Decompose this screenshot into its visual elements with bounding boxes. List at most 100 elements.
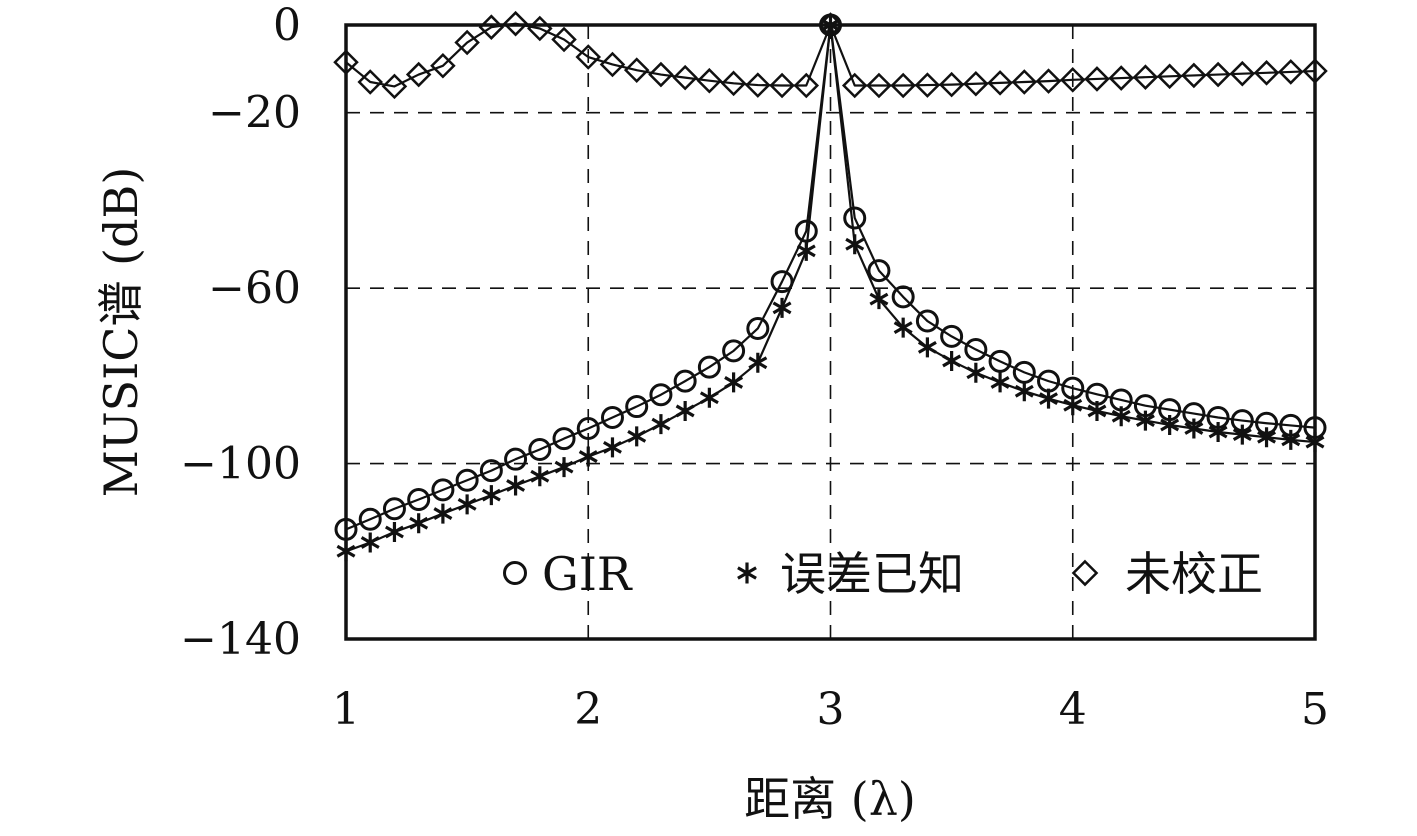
x-tick-label: 3 xyxy=(817,684,845,735)
data-point-error-known xyxy=(409,513,429,534)
data-point-error-known xyxy=(457,494,477,515)
data-point-error-known xyxy=(675,400,695,421)
data-point-uncorrected xyxy=(1084,66,1110,92)
data-point-gir xyxy=(455,468,479,492)
data-point-error-known xyxy=(360,532,380,553)
data-point-gir xyxy=(722,339,746,363)
data-point-error-known xyxy=(845,234,865,255)
data-point-uncorrected xyxy=(381,73,408,100)
data-point-error-known xyxy=(1014,381,1034,402)
data-point-gir xyxy=(576,416,600,440)
data-point-error-known xyxy=(748,352,768,373)
data-point-uncorrected xyxy=(1059,67,1086,93)
data-point-gir xyxy=(479,459,503,483)
data-point-uncorrected xyxy=(648,61,674,88)
data-point-gir xyxy=(867,259,891,283)
data-point-uncorrected xyxy=(623,57,650,83)
plot-frame xyxy=(344,23,1317,641)
y-tick-label: −100 xyxy=(180,439,301,490)
data-point-gir xyxy=(407,488,431,512)
data-point-error-known xyxy=(1135,410,1155,431)
legend-item-error-known: 误差已知 xyxy=(737,547,964,601)
x-tick-label: 5 xyxy=(1301,684,1329,735)
data-point-error-known xyxy=(796,240,816,261)
data-point-error-known xyxy=(1087,400,1107,421)
y-tick-label: −20 xyxy=(208,88,301,139)
data-point-gir xyxy=(915,309,939,333)
data-point-uncorrected xyxy=(1181,62,1207,89)
data-point-uncorrected xyxy=(575,44,602,70)
data-point-error-known xyxy=(651,414,671,435)
data-point-gir xyxy=(673,369,697,393)
data-point-error-known xyxy=(1160,414,1180,435)
data-point-error-known xyxy=(699,387,719,408)
legend: GIR 误差已知 未校正 xyxy=(503,547,1263,601)
data-point-error-known xyxy=(603,437,622,458)
data-point-uncorrected xyxy=(720,70,747,97)
data-point-gir xyxy=(843,206,867,230)
data-point-error-known xyxy=(1232,424,1252,445)
data-point-error-known xyxy=(1281,429,1301,450)
data-point-uncorrected xyxy=(1035,68,1062,94)
data-point-gir xyxy=(358,507,382,531)
data-point-error-known xyxy=(990,372,1010,393)
data-point-gir xyxy=(431,478,455,502)
data-point-gir xyxy=(552,427,576,451)
x-tick-label: 1 xyxy=(332,684,360,735)
series-markers xyxy=(333,10,1328,562)
data-point-uncorrected xyxy=(793,72,820,99)
data-point-gir xyxy=(964,338,988,362)
grid-lines xyxy=(346,25,1315,639)
y-tick-label: −60 xyxy=(208,263,301,314)
data-point-uncorrected xyxy=(890,72,916,99)
x-tick-label: 2 xyxy=(574,684,602,735)
legend-label-gir: GIR xyxy=(542,547,633,601)
data-point-uncorrected xyxy=(745,72,771,98)
data-point-error-known xyxy=(506,475,526,496)
y-tick-label: 0 xyxy=(273,0,301,51)
data-point-uncorrected xyxy=(963,71,989,97)
data-point-error-known xyxy=(481,485,501,506)
x-tick-label: 4 xyxy=(1059,684,1087,735)
data-point-uncorrected xyxy=(1132,64,1159,90)
data-point-uncorrected xyxy=(1011,69,1038,95)
data-point-error-known xyxy=(1184,418,1204,439)
data-point-uncorrected xyxy=(430,53,456,79)
data-point-error-known xyxy=(554,457,574,478)
data-point-error-known xyxy=(627,426,647,447)
data-point-uncorrected xyxy=(1156,63,1183,90)
legend-label-uncorrected: 未校正 xyxy=(1125,547,1263,601)
data-point-gir xyxy=(528,438,552,462)
data-point-uncorrected xyxy=(672,64,698,91)
legend-marker-error-known xyxy=(737,562,757,584)
data-point-uncorrected xyxy=(769,72,795,99)
data-point-uncorrected xyxy=(599,51,626,78)
data-point-uncorrected xyxy=(454,29,480,56)
y-axis-ticks: 0 −20 −60 −100 −140 xyxy=(180,0,301,665)
data-point-error-known xyxy=(384,521,404,542)
data-point-uncorrected xyxy=(1205,61,1231,88)
data-point-gir xyxy=(697,355,721,379)
data-point-gir xyxy=(625,395,649,419)
data-point-error-known xyxy=(1039,388,1058,409)
data-point-uncorrected xyxy=(357,69,383,95)
data-point-error-known xyxy=(772,297,792,318)
data-point-error-known xyxy=(942,350,962,371)
legend-marker-uncorrected xyxy=(1071,559,1099,587)
data-point-gir xyxy=(600,406,624,430)
data-point-uncorrected xyxy=(914,72,941,98)
legend-label-error-known: 误差已知 xyxy=(780,547,964,601)
data-point-gir xyxy=(504,447,528,471)
data-point-uncorrected xyxy=(841,72,868,99)
data-point-uncorrected xyxy=(405,61,432,88)
y-tick-label: −140 xyxy=(180,614,301,665)
data-point-uncorrected xyxy=(1253,60,1280,86)
data-point-error-known xyxy=(578,446,598,467)
data-point-gir xyxy=(940,324,964,348)
data-point-gir xyxy=(770,270,794,294)
data-point-error-known xyxy=(1111,406,1131,427)
legend-item-gir: GIR xyxy=(503,547,633,601)
data-point-uncorrected xyxy=(551,26,577,53)
data-point-gir xyxy=(746,316,770,340)
